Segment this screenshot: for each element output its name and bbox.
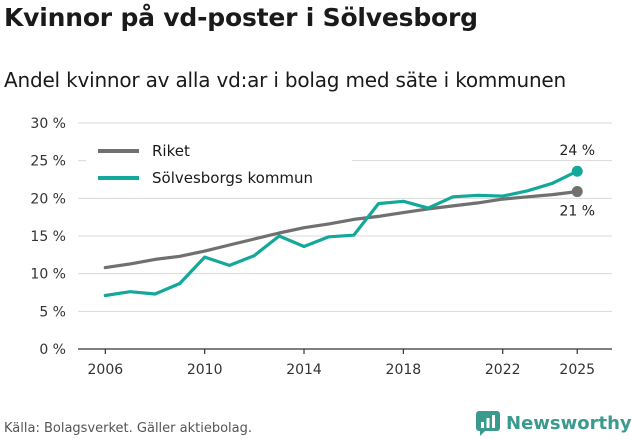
chart-title: Kvinnor på vd-poster i Sölvesborg bbox=[4, 3, 478, 32]
y-axis-tick-labels: 0 % 5 % 10 % 15 % 20 % 25 % 30 % bbox=[30, 116, 66, 358]
series-lines bbox=[103, 165, 583, 298]
newsworthy-logo-icon bbox=[476, 411, 500, 436]
y-tick-label: 25 % bbox=[30, 154, 66, 170]
x-tick-label: 2010 bbox=[187, 362, 223, 378]
legend-background bbox=[86, 133, 352, 193]
series-line bbox=[103, 190, 579, 270]
y-tick-label: 15 % bbox=[30, 229, 66, 245]
brand-name: Newsworthy bbox=[506, 412, 631, 434]
x-tick-label: 2006 bbox=[88, 362, 124, 378]
end-value-label: 21 % bbox=[559, 204, 595, 220]
y-tick-label: 5 % bbox=[39, 304, 66, 320]
source-note: Källa: Bolagsverket. Gäller aktiebolag. bbox=[4, 421, 253, 436]
x-tick-label: 2014 bbox=[286, 362, 322, 378]
y-tick-label: 0 % bbox=[39, 342, 66, 358]
legend-label: Riket bbox=[152, 142, 190, 160]
x-tick-label: 2018 bbox=[386, 362, 422, 378]
x-tick-label: 2022 bbox=[485, 362, 521, 378]
series-line bbox=[103, 169, 579, 298]
x-axis bbox=[78, 348, 612, 354]
legend: Riket Sölvesborgs kommun bbox=[86, 133, 352, 193]
brand-logo: Newsworthy bbox=[475, 408, 631, 438]
end-value-label: 24 % bbox=[559, 143, 595, 159]
legend-label: Sölvesborgs kommun bbox=[152, 169, 313, 187]
chart-subtitle: Andel kvinnor av alla vd:ar i bolag med … bbox=[4, 68, 566, 92]
x-axis-tick-labels: 2006 2010 2014 2018 2022 2025 bbox=[88, 362, 596, 378]
end-value-labels: 21 % 24 % bbox=[559, 143, 595, 219]
y-tick-label: 30 % bbox=[30, 116, 66, 132]
x-tick-label: 2025 bbox=[559, 362, 595, 378]
y-tick-label: 20 % bbox=[30, 191, 66, 207]
series-end-marker bbox=[571, 165, 583, 177]
series-end-marker bbox=[571, 186, 583, 198]
y-tick-label: 10 % bbox=[30, 267, 66, 283]
